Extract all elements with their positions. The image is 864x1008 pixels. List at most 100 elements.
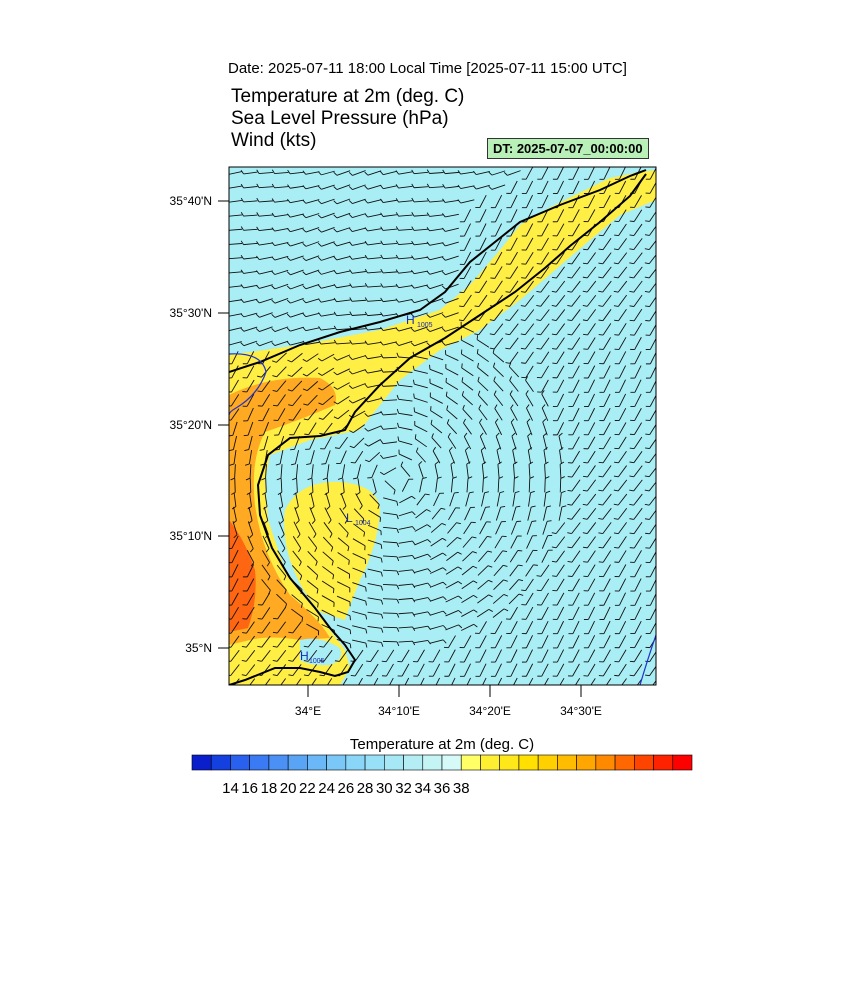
wind-barb (599, 422, 611, 436)
colorbar-swatch (191, 754, 212, 771)
wind-barb (322, 536, 334, 552)
wind-barb (303, 394, 318, 406)
wind-barb (349, 311, 367, 316)
wind-barb (229, 435, 238, 452)
wind-barb (474, 294, 488, 307)
wind-barb (551, 536, 566, 549)
wind-barb (551, 323, 566, 336)
wind-barb (630, 592, 642, 606)
wind-barb (333, 354, 351, 361)
wind-barb (291, 608, 304, 622)
wind-barb (543, 490, 551, 507)
wind-barb (383, 497, 399, 506)
wind-barb (644, 238, 656, 251)
wind-barb (380, 226, 398, 231)
wind-barb (317, 198, 335, 205)
wind-barb (583, 649, 596, 663)
wind-barb (396, 380, 413, 388)
wind-barb (240, 183, 258, 189)
wind-barb (240, 284, 258, 289)
wind-barb (395, 326, 413, 332)
wind-barb (567, 479, 581, 492)
wind-barb (380, 198, 397, 204)
wind-barb (317, 226, 335, 233)
wind-barb (583, 180, 595, 194)
wind-barb (414, 420, 428, 433)
wind-barb (462, 551, 477, 562)
wind-barb (325, 492, 331, 510)
wind-barb (475, 635, 487, 649)
wind-barb (242, 592, 255, 606)
wind-barb (317, 269, 335, 275)
colorbar-swatch (537, 754, 558, 771)
wind-barb (629, 451, 643, 464)
wind-barb (262, 478, 267, 495)
wind-barb (317, 353, 335, 362)
wind-barb (506, 209, 518, 223)
wind-barb (568, 393, 580, 407)
wind-barb (430, 552, 447, 561)
wind-barb (536, 365, 549, 379)
wind-barb (430, 537, 447, 547)
wind-barb (292, 678, 302, 685)
wind-barb (240, 197, 258, 203)
wind-barb (382, 584, 400, 590)
wind-barb (582, 493, 597, 506)
wind-barb (257, 635, 271, 648)
wind-barb (493, 376, 504, 392)
wind-barb (429, 625, 447, 630)
wind-barb (287, 169, 305, 175)
wind-barb (490, 194, 503, 209)
wind-barb (598, 266, 612, 279)
wind-barb (348, 383, 366, 389)
wind-barb (490, 280, 503, 293)
wind-barb (446, 419, 458, 435)
wind-barb (441, 312, 459, 318)
wind-barb (598, 309, 612, 322)
wind-barb (644, 223, 656, 236)
wind-barb (614, 578, 627, 592)
wind-barb (521, 237, 534, 251)
wind-barb (598, 493, 612, 506)
wind-barb (629, 209, 643, 222)
wind-barb (380, 396, 398, 402)
wind-barb (277, 535, 286, 553)
lon-label: 34°10'E (378, 704, 420, 718)
wind-barb (567, 564, 581, 577)
wind-barb (286, 241, 304, 247)
wind-barb (240, 240, 258, 246)
colorbar-swatch (614, 754, 635, 771)
wind-barb (396, 408, 413, 416)
wind-barb (272, 635, 287, 648)
wind-barb (271, 340, 289, 347)
wind-barb (583, 379, 596, 393)
wind-barb (552, 578, 565, 592)
wind-barb (613, 238, 627, 251)
wind-barb (613, 507, 628, 520)
wind-barbs (229, 167, 656, 685)
wind-barb (537, 635, 549, 649)
wind-barb (490, 266, 503, 279)
wind-barb (364, 297, 382, 302)
wind-barb (568, 379, 580, 393)
wind-barb (240, 255, 258, 260)
wind-barb (333, 198, 351, 205)
wind-barb (336, 450, 347, 465)
wind-barb (567, 266, 581, 279)
wind-barb (526, 418, 533, 436)
wind-barb (567, 252, 581, 265)
wind-barb (510, 418, 518, 436)
wind-barb (395, 254, 413, 260)
wind-barb (379, 467, 397, 476)
wind-barb (288, 408, 302, 421)
wind-barb (536, 564, 550, 577)
wind-barb (521, 194, 533, 209)
wind-barb (229, 535, 239, 549)
wind-barb (614, 606, 626, 620)
wind-barb (599, 620, 611, 635)
wind-barb (333, 212, 351, 219)
wind-barb (536, 323, 550, 336)
wind-barb (544, 461, 549, 479)
wind-barb (349, 255, 366, 260)
wind-barb (459, 266, 472, 279)
